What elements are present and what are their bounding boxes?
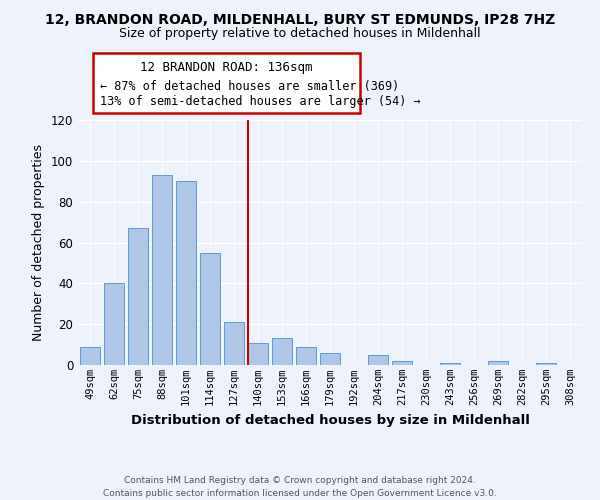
Bar [152,175,172,365]
Bar [368,355,388,365]
Bar [440,363,460,365]
Text: 12, BRANDON ROAD, MILDENHALL, BURY ST EDMUNDS, IP28 7HZ: 12, BRANDON ROAD, MILDENHALL, BURY ST ED… [45,12,555,26]
Bar [200,252,220,365]
Bar [392,361,412,365]
Bar [80,346,100,365]
Bar [128,228,148,365]
Bar [176,181,196,365]
Bar [488,361,508,365]
Bar [536,363,556,365]
Bar [272,338,292,365]
Bar [296,346,316,365]
Text: Contains HM Land Registry data © Crown copyright and database right 2024.: Contains HM Land Registry data © Crown c… [124,476,476,485]
Text: Contains public sector information licensed under the Open Government Licence v3: Contains public sector information licen… [103,489,497,498]
Text: Size of property relative to detached houses in Mildenhall: Size of property relative to detached ho… [119,28,481,40]
Y-axis label: Number of detached properties: Number of detached properties [32,144,45,341]
X-axis label: Distribution of detached houses by size in Mildenhall: Distribution of detached houses by size … [131,414,529,426]
Bar [320,353,340,365]
Text: 13% of semi-detached houses are larger (54) →: 13% of semi-detached houses are larger (… [100,95,421,108]
Text: 12 BRANDON ROAD: 136sqm: 12 BRANDON ROAD: 136sqm [140,62,313,74]
Bar [104,284,124,365]
Bar [248,342,268,365]
Text: ← 87% of detached houses are smaller (369): ← 87% of detached houses are smaller (36… [100,80,400,93]
Bar [224,322,244,365]
